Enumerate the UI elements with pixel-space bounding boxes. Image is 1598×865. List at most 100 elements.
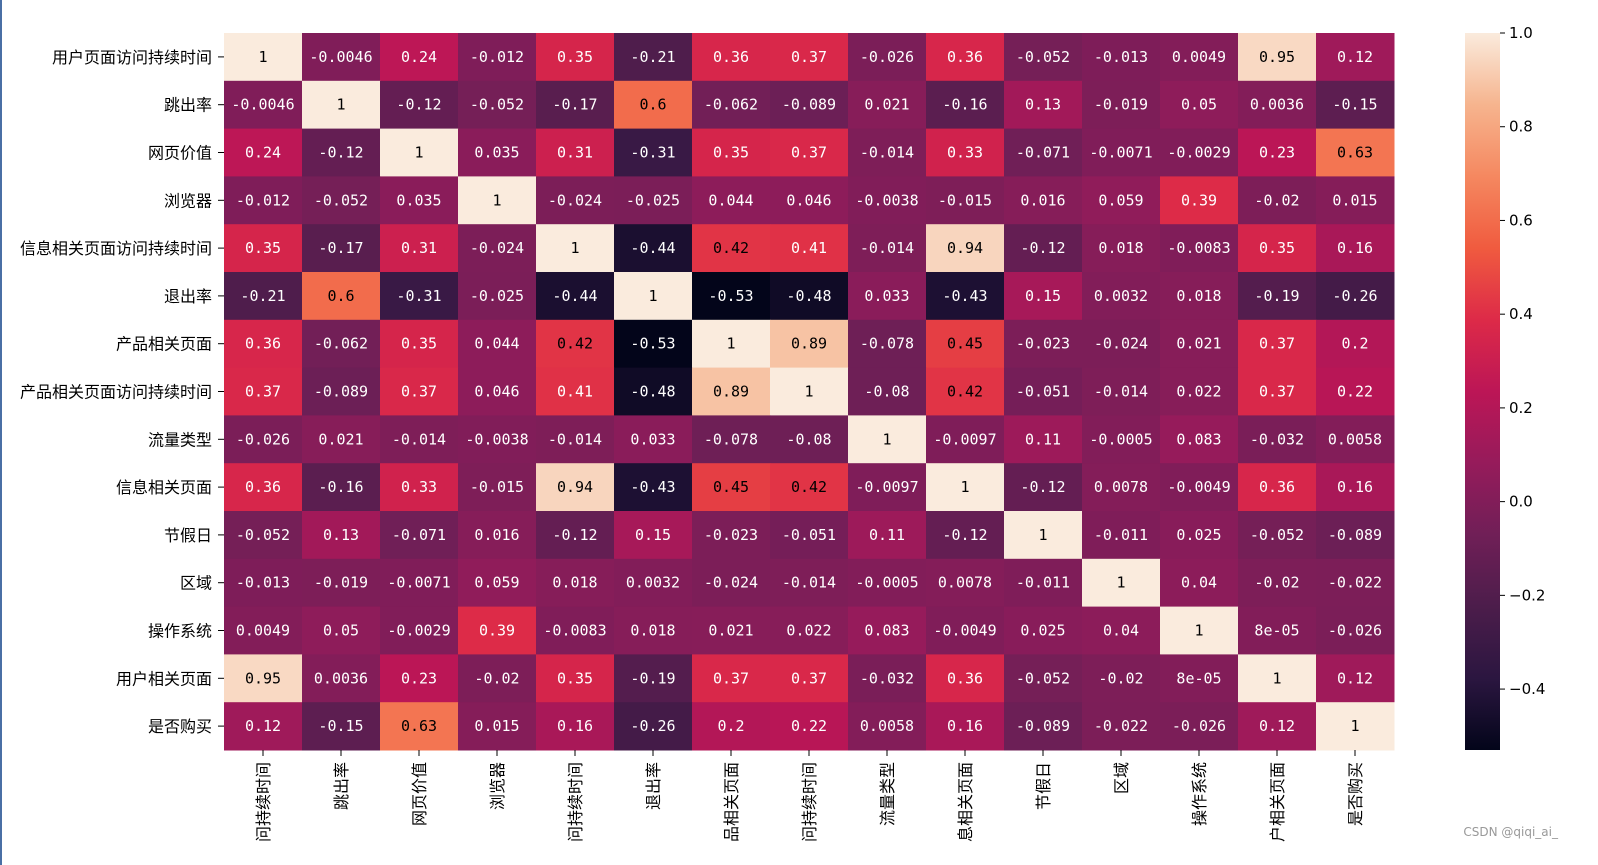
cell-value-label: 0.31	[401, 239, 437, 257]
cell-value-label: -0.024	[1094, 335, 1148, 353]
heatmap-cell	[1316, 606, 1395, 655]
column-label: 浏览器	[488, 762, 507, 810]
column-label: 是否购买	[1346, 762, 1365, 826]
heatmap-cell	[692, 272, 771, 321]
heatmap-cell	[1160, 511, 1239, 560]
cell-value-label: 0.0078	[1094, 478, 1148, 496]
heatmap-cell	[1082, 272, 1161, 321]
heatmap-cell	[302, 224, 381, 273]
cell-value-label: 0.6	[639, 96, 666, 114]
heatmap-cell	[692, 415, 771, 464]
heatmap-cell	[1238, 367, 1317, 416]
cell-value-label: 0.95	[245, 669, 281, 687]
heatmap-cell	[614, 33, 693, 82]
cell-value-label: 0.23	[401, 669, 437, 687]
column-label: 品相关页面	[722, 762, 741, 842]
heatmap-cell	[302, 80, 381, 130]
heatmap-cell	[1004, 224, 1083, 273]
cell-value-label: 0.033	[630, 430, 675, 448]
cell-value-label: 0.42	[713, 239, 749, 257]
cell-value-label: -0.43	[942, 287, 987, 305]
cell-value-label: -0.071	[392, 526, 446, 544]
colorbar-tick-label: 0.4	[1509, 305, 1533, 323]
cell-value-label: 0.89	[713, 383, 749, 401]
cell-value-label: 0.15	[635, 526, 671, 544]
heatmap-cell	[614, 511, 693, 560]
heatmap-cell	[926, 654, 1005, 703]
heatmap-cell	[1004, 511, 1083, 560]
cell-value-label: -0.15	[318, 717, 363, 735]
heatmap-cell	[224, 558, 303, 608]
heatmap-cell	[1160, 558, 1239, 608]
cell-value-label: -0.025	[470, 287, 524, 305]
heatmap-cell	[926, 176, 1005, 225]
heatmap-cell	[1004, 558, 1083, 608]
cell-value-label: 0.22	[1337, 383, 1373, 401]
heatmap-cell	[224, 702, 303, 751]
heatmap-cell	[380, 224, 459, 273]
cell-value-label: 0.05	[323, 622, 359, 640]
cell-value-label: -0.014	[782, 574, 836, 592]
cell-value-label: -0.0029	[387, 622, 450, 640]
cell-value-label: -0.078	[704, 430, 758, 448]
cell-value-label: 0.2	[1341, 335, 1368, 353]
heatmap-cell	[1004, 272, 1083, 321]
heatmap-cell	[614, 463, 693, 512]
heatmap-cell	[1316, 176, 1395, 225]
heatmap-cell	[848, 80, 927, 130]
cell-value-label: -0.15	[1332, 96, 1377, 114]
cell-value-label: -0.02	[474, 669, 519, 687]
heatmap-cell	[926, 128, 1005, 177]
cell-value-label: -0.024	[704, 574, 758, 592]
column-label: 区域	[1112, 762, 1131, 794]
cell-value-label: 1	[570, 239, 579, 257]
heatmap-cell	[692, 33, 771, 82]
heatmap-cell	[1160, 654, 1239, 703]
cell-value-label: 1	[336, 96, 345, 114]
cell-value-label: 0.022	[786, 622, 831, 640]
heatmap-cell	[302, 702, 381, 751]
cell-value-label: -0.43	[630, 478, 675, 496]
heatmap-cell	[458, 558, 537, 608]
cell-value-label: 0.0049	[236, 622, 290, 640]
cell-value-label: 0.035	[474, 144, 519, 162]
heatmap-cell	[692, 367, 771, 416]
cell-value-label: -0.089	[1016, 717, 1070, 735]
heatmap-cell	[692, 80, 771, 130]
cell-value-label: -0.0097	[855, 478, 918, 496]
cell-value-label: -0.02	[1254, 191, 1299, 209]
heatmap-cell	[380, 367, 459, 416]
cell-value-label: 0.033	[864, 287, 909, 305]
cell-value-label: -0.02	[1098, 669, 1143, 687]
heatmap-cell	[1160, 702, 1239, 751]
cell-value-label: -0.078	[860, 335, 914, 353]
cell-value-label: 0.6	[327, 287, 354, 305]
heatmap-cell	[614, 558, 693, 608]
heatmap-cell	[692, 511, 771, 560]
heatmap-cell	[770, 176, 849, 225]
heatmap-cell	[848, 463, 927, 512]
cell-value-label: 0.94	[947, 239, 983, 257]
cell-value-label: 0.33	[947, 144, 983, 162]
heatmap-cell	[1238, 176, 1317, 225]
row-label: 浏览器	[164, 191, 212, 210]
heatmap-cell	[536, 463, 615, 512]
heatmap-cell	[224, 33, 303, 82]
colorbar-tick-label: 0.2	[1509, 399, 1533, 417]
heatmap-cell	[1238, 606, 1317, 655]
cell-value-label: 1	[648, 287, 657, 305]
cell-value-label: -0.0083	[1167, 239, 1230, 257]
heatmap-cell	[1004, 702, 1083, 751]
column-label: 退出率	[644, 762, 663, 810]
column-label: 跳出率	[332, 762, 351, 810]
heatmap-cell	[770, 319, 849, 369]
cell-value-label: 0.16	[1337, 478, 1373, 496]
row-label: 节假日	[164, 526, 212, 545]
heatmap-cell	[536, 606, 615, 655]
colorbar	[1465, 33, 1500, 750]
cell-value-label: 0.45	[713, 478, 749, 496]
heatmap-cell	[458, 702, 537, 751]
heatmap-cell	[1082, 33, 1161, 82]
heatmap-cell	[926, 463, 1005, 512]
cell-value-label: 0.0058	[1328, 430, 1382, 448]
